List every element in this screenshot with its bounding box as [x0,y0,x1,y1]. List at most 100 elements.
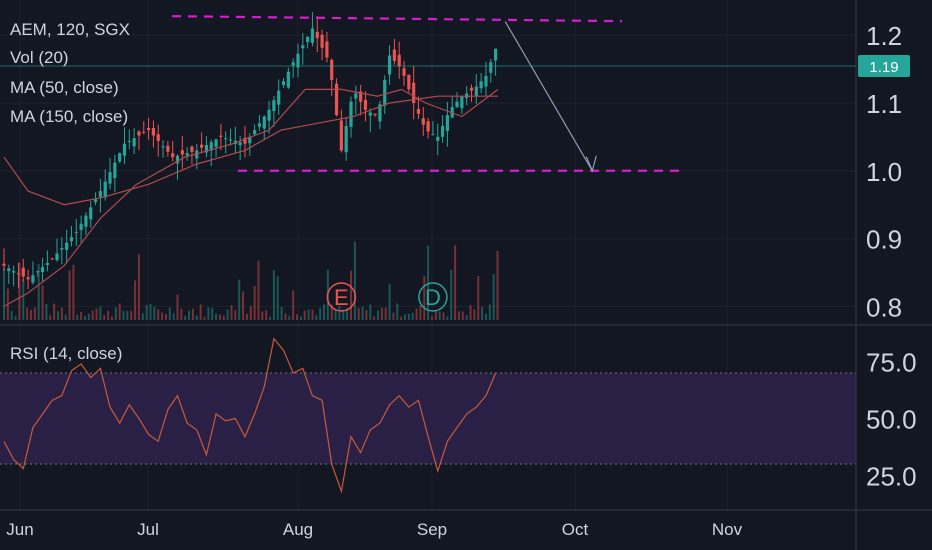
candle-body [84,215,88,227]
volume-bar [296,314,299,320]
rsi-legend[interactable]: RSI (14, close) [10,344,123,363]
time-axis-tick: Jul [137,520,159,539]
candle-body [354,93,358,99]
candle-body [50,258,54,260]
volume-bar [10,310,13,320]
volume-bar [261,311,264,320]
candle-body [151,128,156,136]
candle-body [214,139,218,147]
rsi-overbought-oversold-band [0,372,856,465]
candle-body [267,109,271,121]
symbol-legend[interactable]: AEM, 120, SGX [10,20,130,39]
price-axis-tick: 1.2 [866,21,902,51]
volume-bar [411,312,414,320]
candle-body [132,138,136,147]
volume-bar [400,316,403,320]
candle-body [363,99,368,110]
volume-bar [342,309,345,320]
volume-bar [257,260,260,320]
volume-bar [234,310,237,320]
volume-bar [373,316,376,320]
candle-body [397,54,401,67]
volume-bar [384,307,387,320]
candle-body [431,134,435,136]
candle-body [277,90,281,105]
volume-bar [14,315,17,320]
projection-arrow[interactable] [504,21,593,172]
volume-bar [249,305,252,320]
volume-bar [396,303,399,320]
volume-bar [226,309,229,320]
last-price-tag: 1.19 [858,55,910,77]
volume-bar [477,276,480,320]
ma150-legend[interactable]: MA (150, close) [10,107,129,126]
last-price-label: 1.19 [869,59,898,76]
volume-bar [64,314,67,320]
candle-body [310,28,315,43]
volume-bar [60,307,63,320]
vol-legend[interactable]: Vol (20) [10,48,69,67]
candle-body [65,242,69,250]
candle-body [474,86,478,96]
candle-body [36,271,40,273]
volume-bar [442,312,445,320]
event-marker-d[interactable] [418,282,448,312]
candle-body [156,134,160,141]
event-marker-e[interactable] [326,282,357,312]
volume-bar [403,314,406,320]
price-axis-tick: 0.9 [866,225,902,255]
candle-body [200,144,204,148]
volume-bar [180,308,183,320]
candle-body [45,263,49,266]
candle-body [127,140,131,142]
candle-body [238,142,242,146]
candle-body [272,100,276,111]
volume-bar [465,315,468,320]
volume-bar [469,305,472,320]
candle-body [301,45,305,49]
candle-body [204,145,209,153]
volume-bar [350,270,353,320]
price-axis-tick: 0.8 [866,292,902,322]
volume-bar [211,307,214,320]
volume-bar [434,310,437,320]
volume-bar [481,306,484,320]
volume-bar [334,310,337,320]
volume-bar [176,294,179,320]
candle-body [142,131,146,133]
candle-body [334,83,339,116]
rsi-axis-tick: 50.0 [866,405,917,435]
candle-body [190,146,194,152]
candle-body [262,116,266,129]
candle-body [122,143,127,156]
candle-body [489,62,493,73]
candle-body [359,91,363,102]
candle-body [103,181,107,198]
upper-dashed-trendline[interactable] [171,15,623,23]
volume-bar [357,307,360,320]
volume-bar [134,280,137,320]
candle-body [445,115,449,131]
volume-bar [419,305,422,320]
volume-bar [137,254,140,320]
volume-bar [311,309,314,320]
candle-body [291,62,295,66]
candle-body [402,68,406,76]
volume-bar [145,304,148,320]
candle-body [89,207,93,220]
volume-bar [488,304,491,320]
candle-body [383,79,387,106]
volume-bar [446,316,449,320]
volume-bar [323,304,326,320]
candle-body [484,75,488,87]
candle-body [118,153,122,162]
volume-bar [423,276,426,320]
volume-bar [238,279,241,320]
volume-bar [207,307,210,320]
candle-body [209,142,213,151]
candle-body [55,253,59,261]
ma50-legend[interactable]: MA (50, close) [10,78,119,97]
volume-bar [365,309,368,320]
volume-bar [222,315,225,320]
